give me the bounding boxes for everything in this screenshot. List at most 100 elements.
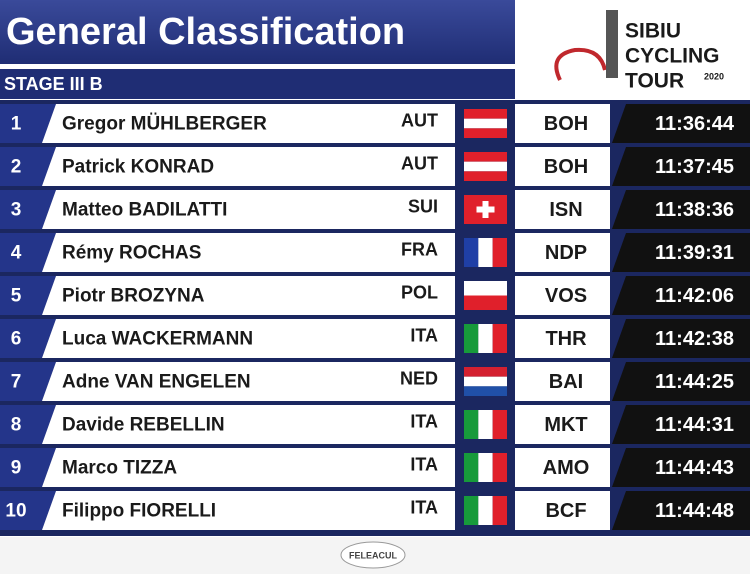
- team-cell: [515, 319, 610, 358]
- team-cell: [515, 190, 610, 229]
- rank-cell: [0, 319, 56, 358]
- rank: 3: [11, 200, 22, 221]
- time: 11:44:25: [655, 371, 734, 393]
- flag-stripe: [464, 161, 507, 172]
- rider-name: Davide REBELLIN: [62, 415, 225, 436]
- team-cell: [515, 276, 610, 315]
- rank-cell: [0, 491, 56, 530]
- rank: 7: [11, 372, 22, 393]
- rider-name: Adne VAN ENGELEN: [62, 372, 251, 393]
- country: AUT: [401, 110, 438, 130]
- rank: 8: [11, 415, 22, 436]
- flag-stripe: [478, 410, 493, 439]
- rank: 9: [11, 458, 22, 479]
- rank: 10: [5, 501, 26, 522]
- rider-name: Patrick KONRAD: [62, 157, 214, 178]
- flag-stripe: [464, 281, 507, 296]
- rank-cell: [0, 233, 56, 272]
- flag-stripe: [464, 367, 507, 377]
- flag-stripe: [492, 410, 507, 439]
- title: General Classification: [6, 11, 405, 53]
- name-cell: [42, 362, 455, 401]
- flag-stripe: [492, 496, 507, 525]
- rank: 2: [11, 157, 22, 178]
- flag-stripe: [464, 118, 507, 129]
- flag-stripe: [464, 410, 479, 439]
- country: NED: [400, 368, 438, 388]
- flag-stripe: [464, 152, 507, 162]
- country: AUT: [401, 153, 438, 173]
- logo-tower: [606, 10, 618, 78]
- flag-stripe: [464, 109, 507, 119]
- name-cell: [42, 233, 455, 272]
- name-cell: [42, 190, 455, 229]
- time-cell: [612, 104, 750, 143]
- time: 11:42:38: [655, 328, 734, 350]
- time: 11:42:06: [655, 285, 734, 307]
- team: BOH: [544, 113, 588, 135]
- rows: 1 Gregor MÜHLBERGER AUT BOH 11:36:44 2 Patrick…: [0, 104, 750, 530]
- time-cell: [612, 362, 750, 401]
- logo-box: [515, 0, 750, 100]
- logo-swoosh: [554, 47, 607, 81]
- rank-cell: [0, 147, 56, 186]
- team: ISN: [549, 199, 582, 221]
- name-cell: [42, 276, 455, 315]
- stage-bar: [0, 69, 515, 99]
- name-cell: [42, 104, 455, 143]
- rank-cell: [0, 104, 56, 143]
- flag-stripe: [464, 496, 479, 525]
- rider-name: Matteo BADILATTI: [62, 200, 227, 221]
- country: SUI: [408, 196, 438, 216]
- team: BAI: [549, 371, 583, 393]
- flag-stripe: [492, 238, 507, 267]
- team: VOS: [545, 285, 587, 307]
- name-cell: [42, 319, 455, 358]
- rank-cell: [0, 276, 56, 315]
- time-cell: [612, 190, 750, 229]
- rank: 5: [11, 286, 22, 307]
- team: BOH: [544, 156, 588, 178]
- flag-stripe: [464, 324, 479, 353]
- time-cell: [612, 319, 750, 358]
- name-cell: [42, 448, 455, 487]
- country: ITA: [410, 454, 438, 474]
- rider-name: Gregor MÜHLBERGER: [62, 114, 267, 135]
- name-cell: [42, 405, 455, 444]
- flag-stripe: [464, 238, 479, 267]
- time-cell: [612, 147, 750, 186]
- flag-stripe: [464, 386, 507, 396]
- flag-stripe: [464, 128, 507, 138]
- rider-name: Filippo FIORELLI: [62, 501, 216, 522]
- country: POL: [401, 282, 438, 302]
- team-cell: [515, 233, 610, 272]
- logo-year: 2020: [704, 71, 724, 81]
- flag-stripe: [464, 376, 507, 387]
- sponsor: FELEACUL: [349, 550, 397, 560]
- rank: 1: [11, 114, 22, 135]
- team: MKT: [544, 414, 587, 436]
- country: FRA: [401, 239, 438, 259]
- team-cell: [515, 147, 610, 186]
- time: 11:44:31: [655, 414, 734, 436]
- time: 11:38:36: [655, 199, 734, 221]
- time-cell: [612, 233, 750, 272]
- team: AMO: [543, 457, 590, 479]
- flag-cross: [476, 206, 495, 213]
- time: 11:39:31: [655, 242, 734, 264]
- rank-cell: [0, 190, 56, 229]
- rank: 6: [11, 329, 22, 350]
- time-cell: [612, 405, 750, 444]
- team-cell: [515, 448, 610, 487]
- name-cell: [42, 491, 455, 530]
- flag-stripe: [478, 324, 493, 353]
- stage: STAGE III B: [4, 74, 103, 94]
- country: ITA: [410, 325, 438, 345]
- flag-stripe: [478, 238, 493, 267]
- time-cell: [612, 448, 750, 487]
- title-bar: [0, 0, 515, 64]
- flag-stripe: [464, 171, 507, 181]
- team-cell: [515, 104, 610, 143]
- team-cell: [515, 362, 610, 401]
